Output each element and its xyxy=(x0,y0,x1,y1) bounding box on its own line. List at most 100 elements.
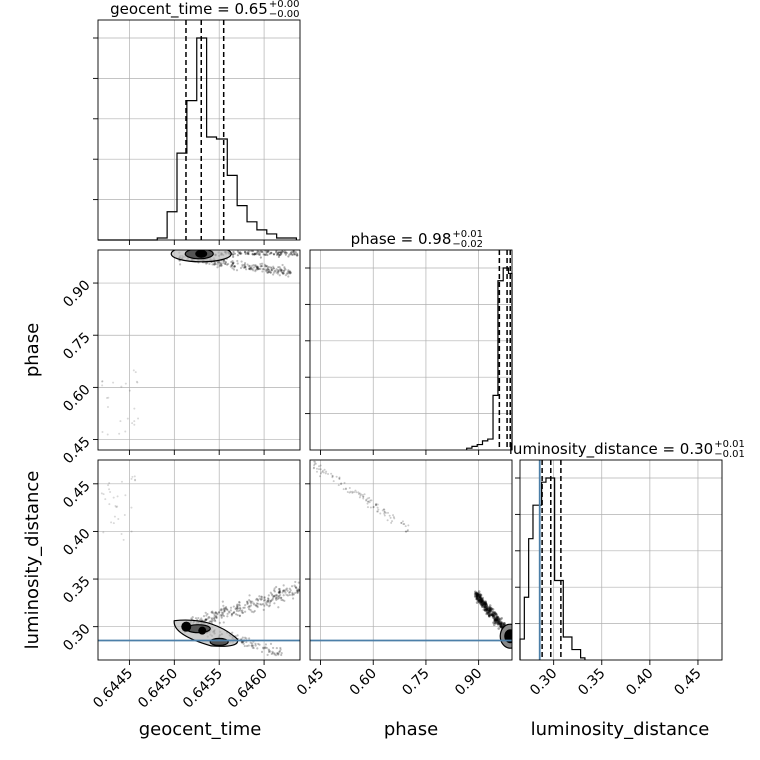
sample-point xyxy=(499,624,503,628)
sample-point xyxy=(484,602,488,606)
sample-point xyxy=(288,587,291,590)
sample-point xyxy=(226,608,229,612)
sample-point xyxy=(484,603,488,606)
sample-point xyxy=(241,611,244,614)
sample-point xyxy=(274,594,277,597)
sample-point xyxy=(499,622,503,626)
sample-point xyxy=(277,652,280,655)
sample-point xyxy=(248,604,251,608)
sample-point xyxy=(211,263,214,266)
sample-point xyxy=(206,617,210,620)
sample-point xyxy=(206,612,209,616)
sample-point xyxy=(133,423,136,426)
sample-point xyxy=(485,607,489,611)
sample-point xyxy=(279,267,282,270)
sample-point xyxy=(245,268,248,271)
sample-point xyxy=(268,270,272,273)
sample-point xyxy=(137,417,140,420)
sample-point xyxy=(272,589,276,592)
sample-point xyxy=(486,607,489,611)
sample-point xyxy=(233,265,236,268)
sample-point xyxy=(474,591,478,595)
sample-point xyxy=(261,267,264,271)
sample-point xyxy=(479,597,483,600)
sample-point xyxy=(283,599,286,602)
sample-point xyxy=(236,254,240,257)
sample-point xyxy=(120,480,123,483)
sample-point xyxy=(376,506,379,509)
title-phase: phase = 0.98 xyxy=(351,230,452,248)
sample-point xyxy=(216,266,219,269)
sample-point xyxy=(475,596,479,599)
sample-point xyxy=(223,610,226,613)
sample-point xyxy=(210,620,213,624)
sample-point xyxy=(275,594,278,597)
sample-point xyxy=(358,492,361,495)
sample-point xyxy=(218,265,221,268)
sample-point xyxy=(479,593,482,597)
sample-point xyxy=(117,518,120,521)
sample-point xyxy=(274,654,278,657)
sample-point xyxy=(248,267,251,270)
sample-point xyxy=(289,271,292,275)
sample-point xyxy=(480,597,483,601)
sample-point xyxy=(269,271,272,274)
sample-point xyxy=(253,252,257,255)
sample-point xyxy=(338,477,341,480)
sample-point xyxy=(503,622,506,625)
sample-point xyxy=(212,612,215,615)
sample-point xyxy=(278,650,281,653)
title-phase-minus: −0.02 xyxy=(452,239,483,250)
sample-point xyxy=(270,268,274,271)
sample-point xyxy=(276,272,280,275)
sample-point xyxy=(274,597,278,600)
xlabel-phase: phase xyxy=(384,719,438,740)
sample-point xyxy=(255,251,258,255)
sample-point xyxy=(123,513,126,516)
sample-point xyxy=(315,467,318,470)
sample-point xyxy=(230,614,233,617)
sample-point xyxy=(365,498,368,501)
scatter-phase-luminosity_distance-bg xyxy=(310,460,512,660)
sample-point xyxy=(256,266,259,270)
scatter-phase-luminosity_distance-xtick-label-1: 0.60 xyxy=(347,666,380,699)
sample-point xyxy=(279,251,282,254)
sample-point xyxy=(231,262,234,266)
sample-point xyxy=(480,603,484,606)
sample-point xyxy=(276,269,280,272)
sample-point xyxy=(488,613,491,617)
title-phase-plus: +0.01 xyxy=(452,229,483,240)
sample-point xyxy=(100,492,103,495)
sample-point xyxy=(485,606,489,610)
sample-point xyxy=(204,618,207,621)
sample-point xyxy=(296,591,299,594)
sample-point xyxy=(239,266,243,270)
sample-point xyxy=(478,601,482,605)
sample-point xyxy=(266,271,269,274)
sample-point xyxy=(222,604,225,607)
sample-point xyxy=(220,615,223,618)
sample-point xyxy=(406,529,409,532)
sample-point xyxy=(219,263,222,267)
sample-point xyxy=(229,609,232,612)
sample-point xyxy=(222,261,225,265)
hist-geocent_time-bg xyxy=(98,20,300,240)
sample-point xyxy=(241,641,244,644)
sample-point xyxy=(383,511,386,514)
sample-point xyxy=(284,268,287,271)
sample-point xyxy=(213,617,216,620)
sample-point xyxy=(487,610,491,613)
sample-point xyxy=(476,592,480,596)
sample-point xyxy=(476,593,480,597)
sample-point xyxy=(238,600,241,604)
sample-point xyxy=(495,615,499,619)
sample-point xyxy=(238,252,242,255)
sample-point xyxy=(496,622,500,625)
sample-point xyxy=(480,600,483,603)
sample-point xyxy=(247,265,251,268)
sample-point xyxy=(220,613,223,616)
sample-point xyxy=(232,262,235,265)
sample-point xyxy=(361,494,364,497)
sample-point xyxy=(259,262,262,266)
sample-point xyxy=(481,603,484,607)
